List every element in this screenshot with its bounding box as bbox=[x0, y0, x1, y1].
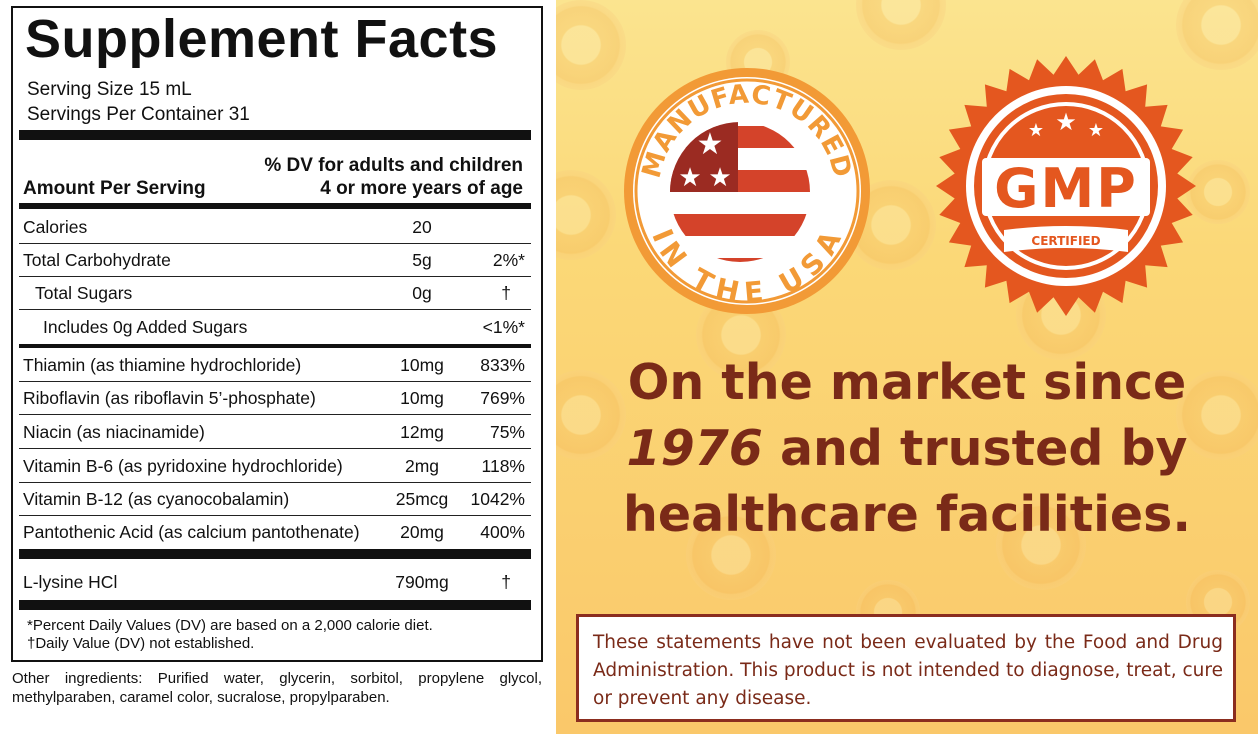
table-row: Vitamin B-12 (as cyanocobalamin) 25mcg 104… bbox=[19, 482, 531, 516]
table-row: Pantothenic Acid (as calcium pantothenat… bbox=[23, 522, 525, 542]
label-title: Supplement Facts bbox=[25, 9, 499, 69]
serving-size: Serving Size 15 mL bbox=[27, 79, 192, 100]
servings-per-container: Servings Per Container 31 bbox=[27, 104, 250, 125]
supplement-panel: Supplement Facts Serving Size 15 mL Serv… bbox=[0, 0, 556, 734]
orange-slice-decoration bbox=[556, 0, 626, 90]
made-in-usa-badge: ★ ★ ★ MANUFACTURED IN THE USA bbox=[624, 68, 870, 314]
table-row: Total Carbohydrate 5g 2%* bbox=[19, 243, 531, 277]
star-icon: ★ bbox=[1055, 108, 1077, 136]
amount-header: Amount Per Serving bbox=[23, 178, 206, 199]
divider-thick bbox=[19, 549, 531, 559]
gmp-certified-seal: ★ ★ ★ GMP CERTIFIED bbox=[936, 56, 1196, 316]
orange-slice-decoration bbox=[996, 500, 1086, 590]
headline: On the market since 1976 and trusted by … bbox=[623, 354, 1191, 543]
table-row: Includes 0g Added Sugars <1%* bbox=[43, 317, 525, 337]
gmp-text: GMP bbox=[994, 157, 1138, 220]
table-row: Calories 20 bbox=[19, 210, 531, 244]
svg-text:★: ★ bbox=[678, 163, 701, 193]
orange-slice-decoration bbox=[1176, 370, 1258, 460]
supplement-facts-label: Supplement Facts Serving Size 15 mL Serv… bbox=[11, 6, 543, 662]
table-row: Riboflavin (as riboflavin 5’-phosphate) 1… bbox=[19, 381, 531, 415]
divider-thick bbox=[19, 130, 531, 140]
fda-disclaimer-text: These statements have not been evaluated… bbox=[593, 632, 1223, 709]
star-icon: ★ bbox=[1028, 120, 1044, 141]
certified-text: CERTIFIED bbox=[1031, 234, 1100, 248]
orange-slice-decoration bbox=[556, 170, 616, 260]
orange-slice-decoration bbox=[1186, 160, 1250, 224]
orange-slice-decoration bbox=[856, 0, 946, 50]
marketing-panel: ★ ★ ★ MANUFACTURED IN THE USA ★ ★ ★ GMP … bbox=[556, 0, 1258, 734]
svg-text:★: ★ bbox=[708, 163, 731, 193]
table-row: Thiamin (as thiamine hydrochloride) 10mg 8… bbox=[19, 348, 531, 382]
table-row: Total Sugars 0g † bbox=[19, 276, 531, 310]
table-row: L-lysine HCl 790mg † bbox=[23, 572, 511, 592]
orange-slice-decoration bbox=[556, 370, 626, 460]
star-icon: ★ bbox=[1088, 120, 1104, 141]
divider-medium bbox=[19, 203, 531, 209]
orange-slice-decoration bbox=[686, 510, 776, 600]
footnote-dv: *Percent Daily Values (DV) are based on … bbox=[27, 617, 433, 634]
table-row: Niacin (as niacinamide) 12mg 75% bbox=[19, 415, 531, 449]
dv-header: % DV for adults and children 4 or more y… bbox=[264, 155, 523, 199]
divider-medium bbox=[19, 344, 531, 348]
other-ingredients: Other ingredients: Purified water, glyce… bbox=[12, 670, 542, 706]
divider-thick bbox=[19, 600, 531, 610]
footnote-dagger: †Daily Value (DV) not established. bbox=[27, 635, 255, 652]
seal-ribbon bbox=[1004, 226, 1128, 252]
headline-year: 1976 bbox=[626, 420, 763, 477]
table-row: Vitamin B-6 (as pyridoxine hydrochloride… bbox=[19, 449, 531, 483]
fda-disclaimer-box: These statements have not been evaluated… bbox=[576, 614, 1236, 722]
